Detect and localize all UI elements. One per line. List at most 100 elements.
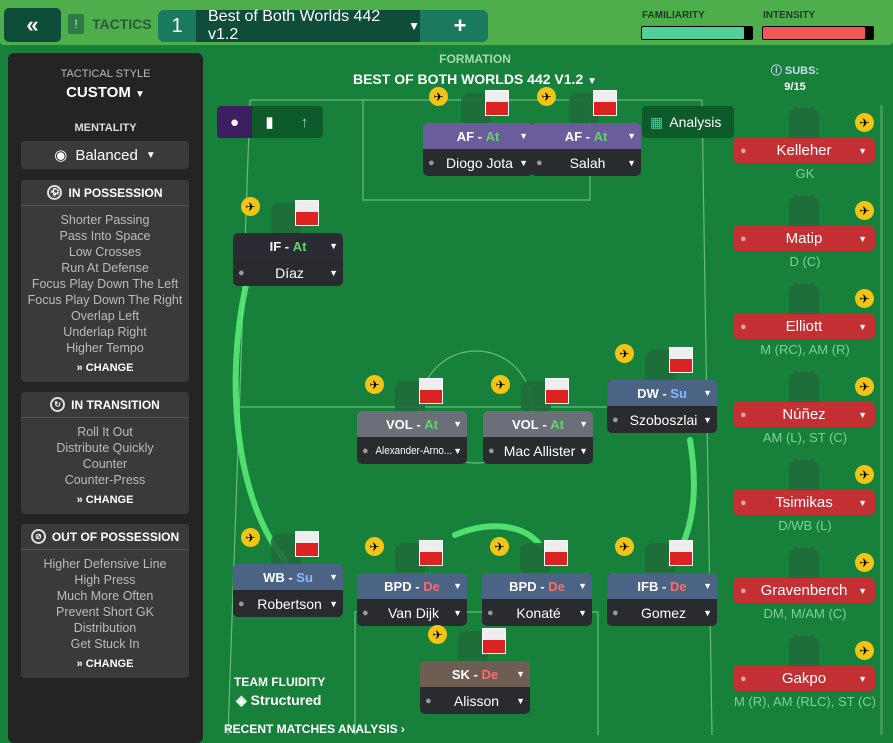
player-select[interactable]: ● Gomez ▼ <box>607 599 717 626</box>
tactics-label: TACTICS <box>92 16 152 32</box>
section-title: OUT OF POSSESSION <box>51 529 180 544</box>
duty: De <box>481 666 499 682</box>
player-card[interactable]: BPD - De ▼ ● Van Dijk ▼ <box>357 573 467 626</box>
player-card[interactable]: IFB - De ▼ ● Gomez ▼ <box>607 573 717 626</box>
plane-icon[interactable]: ✈ <box>491 375 510 394</box>
caret-down-icon: ▼ <box>453 445 462 456</box>
change-button[interactable]: » CHANGE <box>21 488 189 514</box>
caret-down-icon: ▼ <box>519 131 528 141</box>
sub-player-select[interactable]: ● Gakpo ▼ <box>733 666 875 691</box>
role-select[interactable]: BPD - De ▼ <box>357 573 467 599</box>
player-view-button[interactable]: ● <box>217 106 252 138</box>
role-select[interactable]: AF - At ▼ <box>423 123 533 149</box>
player-photo <box>669 540 693 566</box>
person-icon: ● <box>536 156 543 169</box>
instruction-item: Pass Into Space <box>59 229 151 243</box>
sub-player-select[interactable]: ● Núñez ▼ <box>733 402 875 427</box>
player-select[interactable]: ● Diogo Jota ▼ <box>423 149 533 176</box>
mentality-select[interactable]: ◉ Balanced ▼ <box>21 141 189 169</box>
bar-chart-icon[interactable]: ▮ <box>265 114 274 131</box>
chevron-down-icon: ▼ <box>408 19 420 33</box>
section-title: IN TRANSITION <box>71 397 160 412</box>
role-select[interactable]: IF - At ▼ <box>233 233 343 259</box>
role-select[interactable]: WB - Su ▼ <box>233 564 343 590</box>
role-select[interactable]: BPD - De ▼ <box>482 573 592 599</box>
role-select[interactable]: DW - Su ▼ <box>607 380 717 406</box>
role-name: SK <box>451 666 470 682</box>
player-select[interactable]: ● Salah ▼ <box>531 149 641 176</box>
player-card[interactable]: BPD - De ▼ ● Konaté ▼ <box>482 573 592 626</box>
plane-icon[interactable]: ✈ <box>490 537 509 556</box>
back-button[interactable]: « <box>4 8 61 42</box>
caret-down-icon: ▼ <box>703 581 712 591</box>
duty: At <box>424 416 438 432</box>
player-select[interactable]: ● Konaté ▼ <box>482 599 592 626</box>
plane-icon[interactable]: ✈ <box>365 375 384 394</box>
player-card[interactable]: DW - Su ▼ ● Szoboszlai ▼ <box>607 380 717 433</box>
player-select[interactable]: ● Van Dijk ▼ <box>357 599 467 626</box>
player-card[interactable]: AF - At ▼ ● Diogo Jota ▼ <box>423 123 533 176</box>
player-select[interactable]: ● Alisson ▼ <box>420 687 530 714</box>
sub-player-select[interactable]: ● Matip ▼ <box>733 226 875 251</box>
caret-down-icon: ▼ <box>578 607 587 618</box>
role-select[interactable]: IFB - De ▼ <box>607 573 717 599</box>
recent-matches-link[interactable]: RECENT MATCHES ANALYSIS › <box>224 722 405 736</box>
plane-icon[interactable]: ✈ <box>855 377 874 396</box>
player-card[interactable]: VOL - At ▼ ● Mac Allister ▼ <box>483 411 593 464</box>
plane-icon[interactable]: ✈ <box>615 537 634 556</box>
player-select[interactable]: ● Szoboszlai ▼ <box>607 406 717 433</box>
player-card[interactable]: WB - Su ▼ ● Robertson ▼ <box>233 564 343 617</box>
tactic-slot-number[interactable]: 1 <box>171 14 183 37</box>
subs-scrollbar[interactable] <box>880 105 883 735</box>
player-select[interactable]: ● Mac Allister ▼ <box>483 437 593 464</box>
player-select[interactable]: ● Alexander-Arno... ▼ <box>357 437 467 464</box>
plane-icon[interactable]: ✈ <box>855 553 874 572</box>
tactical-style-select[interactable]: CUSTOM ▼ <box>8 84 203 101</box>
plane-icon[interactable]: ✈ <box>365 537 384 556</box>
plane-icon[interactable]: ✈ <box>241 197 260 216</box>
plane-icon[interactable]: ✈ <box>429 87 448 106</box>
player-photo <box>295 531 319 557</box>
sub-player-select[interactable]: ● Tsimikas ▼ <box>733 490 875 515</box>
formation-select[interactable]: BEST OF BOTH WORLDS 442 V1.2 ▼ <box>330 71 620 87</box>
plane-icon[interactable]: ✈ <box>428 625 447 644</box>
plane-icon[interactable]: ✈ <box>855 201 874 220</box>
add-tactic-button[interactable]: + <box>453 13 467 38</box>
role-name: WB <box>263 569 285 585</box>
player-select[interactable]: ● Díaz ▼ <box>233 259 343 286</box>
change-button[interactable]: » CHANGE <box>21 652 189 678</box>
player-photo <box>485 90 509 116</box>
plane-icon[interactable]: ✈ <box>615 344 634 363</box>
tactic-select[interactable]: Best of Both Worlds 442 v1.2 ▼ <box>196 8 420 43</box>
player-card[interactable]: AF - At ▼ ● Salah ▼ <box>531 123 641 176</box>
role-select[interactable]: VOL - At ▼ <box>357 411 467 437</box>
sub-positions: D (C) <box>789 254 821 269</box>
subs-label: SUBS: <box>784 65 820 77</box>
role-select[interactable]: VOL - At ▼ <box>483 411 593 437</box>
intensity-meter[interactable] <box>762 26 874 40</box>
person-icon: ● <box>740 144 747 157</box>
plane-icon[interactable]: ✈ <box>855 641 874 660</box>
instruction-item: Get Stuck In <box>70 637 140 651</box>
player-card[interactable]: VOL - At ▼ ● Alexander-Arno... ▼ <box>357 411 467 464</box>
player-select[interactable]: ● Robertson ▼ <box>233 590 343 617</box>
plane-icon[interactable]: ✈ <box>241 528 260 547</box>
player-card[interactable]: IF - At ▼ ● Díaz ▼ <box>233 233 343 286</box>
player-card[interactable]: SK - De ▼ ● Alisson ▼ <box>420 661 530 714</box>
change-button[interactable]: » CHANGE <box>21 356 189 382</box>
plane-icon[interactable]: ✈ <box>855 113 874 132</box>
instruction-item: Underlap Right <box>63 325 147 339</box>
sub-player-select[interactable]: ● Elliott ▼ <box>733 314 875 339</box>
instructions-icon[interactable]: ↑ <box>300 113 309 131</box>
role-select[interactable]: AF - At ▼ <box>531 123 641 149</box>
section-icon: ⊘ <box>30 529 46 544</box>
sub-player-select[interactable]: ● Kelleher ▼ <box>733 138 875 163</box>
plane-icon[interactable]: ✈ <box>855 289 874 308</box>
sub-player-select[interactable]: ● Gravenberch ▼ <box>733 578 875 603</box>
plane-icon[interactable]: ✈ <box>537 87 556 106</box>
sub-positions: M (RC), AM (R) <box>760 342 850 357</box>
plane-icon[interactable]: ✈ <box>855 465 874 484</box>
familiarity-meter[interactable] <box>641 26 753 40</box>
role-select[interactable]: SK - De ▼ <box>420 661 530 687</box>
analysis-button[interactable]: ▦ Analysis <box>642 106 734 138</box>
